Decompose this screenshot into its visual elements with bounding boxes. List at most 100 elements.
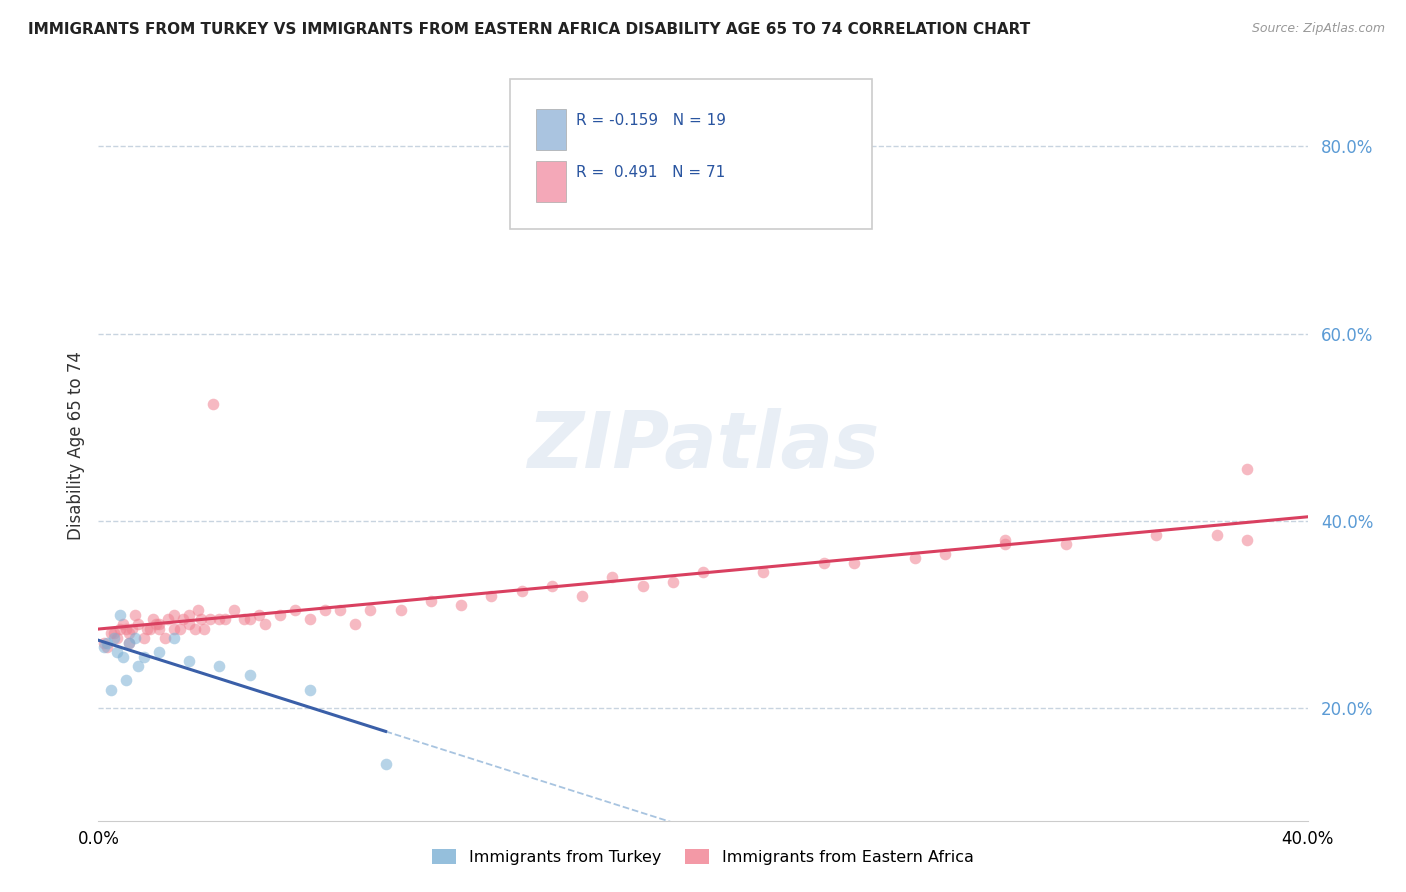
Point	[1054, 537, 1077, 551]
Text: Source: ZipAtlas.com: Source: ZipAtlas.com	[1251, 22, 1385, 36]
Point	[121, 622, 143, 636]
Point	[148, 617, 170, 632]
Point	[114, 673, 136, 688]
Point	[124, 607, 146, 622]
Text: R =  0.491   N = 71: R = 0.491 N = 71	[576, 165, 725, 180]
Point	[1236, 533, 1258, 547]
Text: IMMIGRANTS FROM TURKEY VS IMMIGRANTS FROM EASTERN AFRICA DISABILITY AGE 65 TO 74: IMMIGRANTS FROM TURKEY VS IMMIGRANTS FRO…	[28, 22, 1031, 37]
Point	[510, 584, 533, 599]
Text: ZIPatlas: ZIPatlas	[527, 408, 879, 484]
Point	[200, 612, 222, 626]
Point	[202, 397, 225, 411]
Point	[692, 566, 714, 580]
Point	[994, 533, 1017, 547]
Point	[132, 649, 155, 664]
Point	[1206, 528, 1229, 542]
Point	[108, 607, 131, 622]
Point	[103, 626, 125, 640]
Point	[105, 645, 128, 659]
Point	[163, 631, 186, 645]
Point	[169, 622, 191, 636]
Point	[111, 649, 134, 664]
Point	[344, 617, 367, 632]
Point	[232, 612, 254, 626]
Point	[360, 603, 382, 617]
Point	[389, 603, 412, 617]
Point	[153, 631, 176, 645]
Point	[172, 612, 194, 626]
Point	[127, 617, 149, 632]
Point	[224, 603, 246, 617]
Point	[105, 631, 128, 645]
Point	[844, 556, 866, 570]
Point	[239, 668, 262, 682]
Point	[631, 580, 654, 594]
Point	[269, 607, 291, 622]
Point	[247, 607, 270, 622]
Point	[214, 612, 236, 626]
Point	[156, 612, 179, 626]
Point	[1236, 462, 1258, 476]
Point	[374, 757, 396, 772]
Point	[1144, 528, 1167, 542]
Point	[208, 612, 231, 626]
Point	[190, 612, 212, 626]
FancyBboxPatch shape	[536, 109, 567, 150]
Point	[994, 537, 1017, 551]
Point	[163, 607, 186, 622]
Text: R = -0.159   N = 19: R = -0.159 N = 19	[576, 112, 725, 128]
Point	[420, 593, 443, 607]
Point	[253, 617, 276, 632]
Point	[100, 626, 122, 640]
Point	[540, 580, 562, 594]
Point	[481, 589, 503, 603]
Point	[193, 622, 215, 636]
Point	[118, 635, 141, 649]
Point	[184, 622, 207, 636]
Point	[132, 631, 155, 645]
Point	[163, 622, 186, 636]
Point	[118, 635, 141, 649]
Point	[187, 603, 209, 617]
FancyBboxPatch shape	[509, 78, 872, 228]
Point	[329, 603, 352, 617]
Point	[299, 682, 322, 697]
Point	[148, 645, 170, 659]
Point	[661, 574, 683, 589]
Point	[571, 589, 593, 603]
Point	[108, 622, 131, 636]
Point	[179, 607, 201, 622]
Point	[208, 659, 231, 673]
Point	[96, 635, 118, 649]
Point	[934, 547, 956, 561]
Point	[450, 599, 472, 613]
Y-axis label: Disability Age 65 to 74: Disability Age 65 to 74	[66, 351, 84, 541]
Point	[179, 655, 201, 669]
Point	[93, 640, 115, 655]
Point	[148, 622, 170, 636]
Point	[145, 617, 167, 632]
Point	[100, 682, 122, 697]
Point	[299, 612, 322, 626]
Point	[96, 640, 118, 655]
Point	[813, 556, 835, 570]
Point	[135, 622, 157, 636]
Point	[118, 626, 141, 640]
Point	[103, 631, 125, 645]
Point	[127, 659, 149, 673]
Point	[114, 622, 136, 636]
Point	[904, 551, 927, 566]
Point	[284, 603, 307, 617]
FancyBboxPatch shape	[536, 161, 567, 202]
Point	[139, 622, 162, 636]
Point	[142, 612, 165, 626]
Point	[93, 635, 115, 649]
Legend: Immigrants from Turkey, Immigrants from Eastern Africa: Immigrants from Turkey, Immigrants from …	[432, 849, 974, 865]
Point	[752, 566, 775, 580]
Point	[314, 603, 336, 617]
Point	[124, 631, 146, 645]
Point	[111, 617, 134, 632]
Point	[179, 617, 201, 632]
Point	[239, 612, 262, 626]
Point	[602, 570, 624, 584]
